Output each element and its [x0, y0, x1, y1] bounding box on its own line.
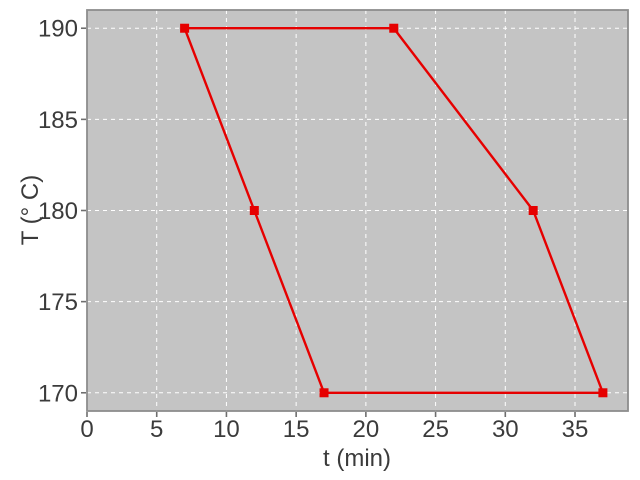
plot-frame — [86, 9, 629, 412]
x-tick-label: 15 — [283, 416, 310, 443]
data-point-marker — [389, 23, 399, 33]
x-tick-label: 35 — [562, 416, 589, 443]
data-point-marker — [180, 23, 190, 33]
x-tick-label: 0 — [80, 416, 93, 443]
x-tick-label: 5 — [150, 416, 163, 443]
y-tick-label: 175 — [38, 289, 78, 316]
x-axis-title: t (min) — [323, 445, 391, 472]
y-tick-label: 170 — [38, 380, 78, 407]
tick-marks — [81, 27, 576, 417]
tick-labels: 0 5 10 15 20 25 30 35 170 175 180 185 190 — [38, 16, 588, 443]
x-tick-label: 25 — [422, 416, 449, 443]
x-tick-label: 30 — [492, 416, 519, 443]
x-tick-label: 20 — [353, 416, 380, 443]
gridlines — [87, 10, 628, 411]
y-tick-label: 180 — [38, 198, 78, 225]
y-tick-label: 190 — [38, 16, 78, 43]
data-point-marker — [249, 206, 259, 215]
y-axis-title: T (° C) — [17, 175, 44, 245]
data-series — [180, 23, 608, 398]
data-point-marker — [528, 206, 538, 215]
y-tick-label: 185 — [38, 107, 78, 134]
data-point-marker — [598, 388, 608, 398]
data-point-marker — [319, 388, 329, 398]
x-tick-label: 10 — [213, 416, 240, 443]
